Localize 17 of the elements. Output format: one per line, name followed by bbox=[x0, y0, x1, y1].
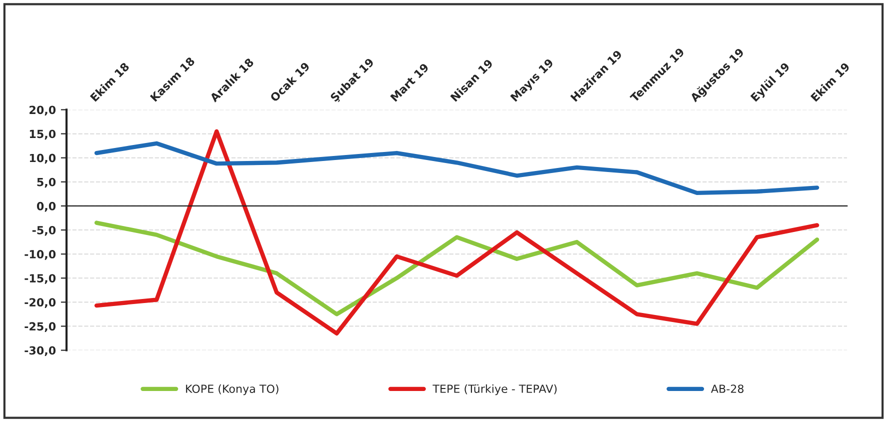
line-series bbox=[94, 141, 820, 196]
y-tick-label: -5,0 bbox=[32, 226, 56, 236]
legend-label: KOPE (Konya TO) bbox=[186, 384, 278, 396]
y-tick-label: -10,0 bbox=[24, 250, 56, 260]
line-series bbox=[94, 220, 820, 316]
y-tick-label: 10,0 bbox=[30, 154, 56, 164]
legend-label: TEPE (Türkiye - TEPAV) bbox=[432, 384, 557, 396]
y-tick-label: 5,0 bbox=[37, 178, 56, 188]
y-tick-label: -20,0 bbox=[24, 298, 56, 308]
y-tick-label: 20,0 bbox=[30, 106, 56, 116]
y-tick-label: 0,0 bbox=[36, 202, 56, 212]
line-series bbox=[94, 129, 820, 336]
y-tick-label: 15,0 bbox=[30, 130, 56, 140]
y-tick-label: -25,0 bbox=[24, 322, 56, 332]
legend-label: AB-28 bbox=[710, 384, 744, 393]
y-tick-label: -30,0 bbox=[24, 346, 56, 356]
y-tick-label: -15,0 bbox=[24, 274, 56, 284]
